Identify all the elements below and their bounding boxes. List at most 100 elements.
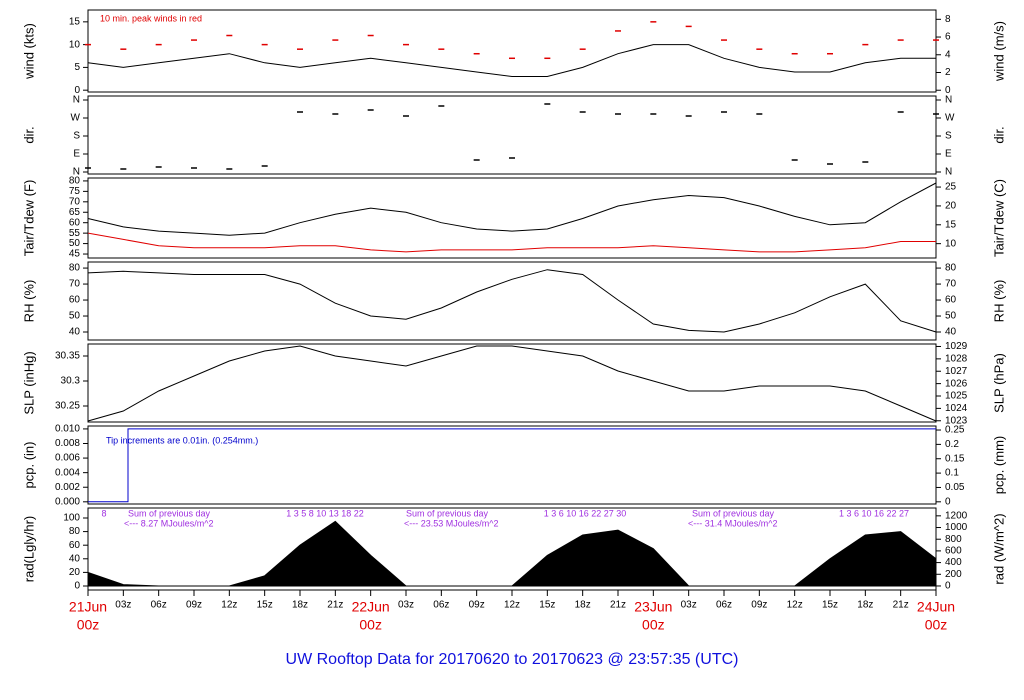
y-tick-label: 100 (63, 513, 80, 524)
y-tick-label: 0.000 (55, 496, 80, 507)
annotation: Sum of previous day (692, 508, 775, 518)
y-tick-label: 50 (69, 238, 81, 249)
y2-tick-label: 15 (945, 219, 957, 230)
y-tick-label: 30.3 (61, 376, 81, 387)
x-tick-label: 21z (327, 600, 343, 611)
y2-tick-label: 600 (945, 546, 962, 557)
y2-tick-label: 800 (945, 534, 962, 545)
panel-frame (87, 261, 937, 341)
y-tick-label: 0.010 (55, 424, 80, 435)
y2-tick-label: 1000 (945, 522, 968, 533)
annotation: <--- 23.53 MJoules/m^2 (404, 518, 499, 528)
y2-tick-label: 10 (945, 238, 957, 249)
y2-axis-title: Tair/Tdew (C) (991, 179, 1006, 257)
y-tick-label: E (73, 149, 80, 160)
y-tick-label: 60 (69, 295, 81, 306)
x-tick-label: 12z (221, 600, 237, 611)
x-tick-label: 00z (77, 617, 100, 633)
y2-tick-label: 0.2 (945, 439, 959, 450)
y-tick-label: 0 (74, 85, 80, 96)
y-tick-label: 30.25 (55, 401, 80, 412)
x-tick-label: 15z (539, 600, 555, 611)
y2-tick-label: 6 (945, 32, 951, 43)
date-label: 24Jun (917, 599, 955, 615)
y2-tick-label: 2 (945, 67, 951, 78)
y-axis-title: rad(Lgly/hr) (21, 516, 36, 582)
y-tick-label: 80 (69, 263, 81, 274)
y2-axis-title: rad (W/m^2) (991, 513, 1006, 584)
annotation: <--- 31.4 MJoules/m^2 (688, 518, 778, 528)
y-tick-label: N (73, 95, 80, 106)
y2-tick-label: 70 (945, 279, 957, 290)
line (87, 44, 936, 77)
y-tick-label: 60 (69, 217, 81, 228)
y2-tick-label: 400 (945, 557, 962, 568)
annotation: Sum of previous day (128, 508, 211, 518)
y2-axis-title: SLP (hPa) (991, 353, 1006, 413)
y2-tick-label: 60 (945, 295, 957, 306)
x-tick-label: 09z (469, 600, 485, 611)
y2-tick-label: 0.1 (945, 468, 959, 479)
y2-tick-label: 40 (945, 327, 957, 338)
y2-tick-label: 0 (945, 581, 951, 592)
y2-tick-label: S (945, 131, 952, 142)
x-tick-label: 06z (716, 600, 732, 611)
y-tick-label: 45 (69, 249, 81, 260)
y-axis-title: pcp. (in) (21, 442, 36, 489)
y-tick-label: 55 (69, 228, 81, 239)
annotation: Tip increments are 0.01in. (0.254mm.) (106, 435, 258, 445)
y2-tick-label: 1200 (945, 510, 968, 521)
y2-tick-label: 0 (945, 496, 951, 507)
line (88, 428, 936, 503)
y2-tick-label: 1026 (945, 378, 968, 389)
x-tick-label: 00z (925, 617, 948, 633)
area (87, 520, 937, 587)
x-tick-label: 06z (151, 600, 167, 611)
y-tick-label: N (73, 167, 80, 178)
x-tick-label: 18z (292, 600, 308, 611)
y-tick-label: 50 (69, 311, 81, 322)
x-tick-label: 15z (822, 600, 838, 611)
y-tick-label: 20 (69, 567, 81, 578)
y-tick-label: 30.35 (55, 351, 80, 362)
panel-frame (87, 95, 937, 175)
annotation: 1 3 6 10 16 22 27 (839, 508, 909, 518)
date-label: 23Jun (634, 599, 672, 615)
line (87, 269, 937, 333)
y2-tick-label: 8 (945, 14, 951, 25)
line (87, 345, 937, 422)
y-tick-label: S (73, 131, 80, 142)
panel-frame (87, 425, 937, 505)
y2-tick-label: 0 (945, 85, 951, 96)
x-tick-label: 03z (681, 600, 697, 611)
y-tick-label: 10 (69, 39, 81, 50)
y-tick-label: 80 (69, 526, 81, 537)
y-axis-title: dir. (21, 126, 36, 143)
y-tick-label: 60 (69, 540, 81, 551)
x-tick-label: 06z (433, 600, 449, 611)
y-tick-label: 15 (69, 16, 81, 27)
y-tick-label: 75 (69, 186, 81, 197)
y2-axis-title: pcp. (mm) (991, 436, 1006, 495)
y2-axis-title: dir. (991, 126, 1006, 143)
date-label: 22Jun (352, 599, 390, 615)
y2-axis-title: RH (%) (991, 280, 1006, 323)
panel-frame (87, 177, 937, 259)
panel-frame (87, 9, 937, 93)
y2-tick-label: N (945, 167, 952, 178)
y2-tick-label: 25 (945, 182, 957, 193)
y-tick-label: 0.004 (55, 467, 80, 478)
y2-tick-label: E (945, 149, 952, 160)
line (87, 232, 936, 253)
x-tick-label: 18z (857, 600, 873, 611)
y-tick-label: 40 (69, 327, 81, 338)
y2-tick-label: 80 (945, 263, 957, 274)
annotation: 8 (101, 508, 106, 518)
x-tick-label: 12z (504, 600, 520, 611)
y-tick-label: 0.006 (55, 453, 80, 464)
y-tick-label: W (71, 113, 81, 124)
x-tick-label: 09z (751, 600, 767, 611)
x-tick-label: 18z (575, 600, 591, 611)
x-tick-label: 12z (787, 600, 803, 611)
y2-tick-label: 0.25 (945, 425, 965, 436)
